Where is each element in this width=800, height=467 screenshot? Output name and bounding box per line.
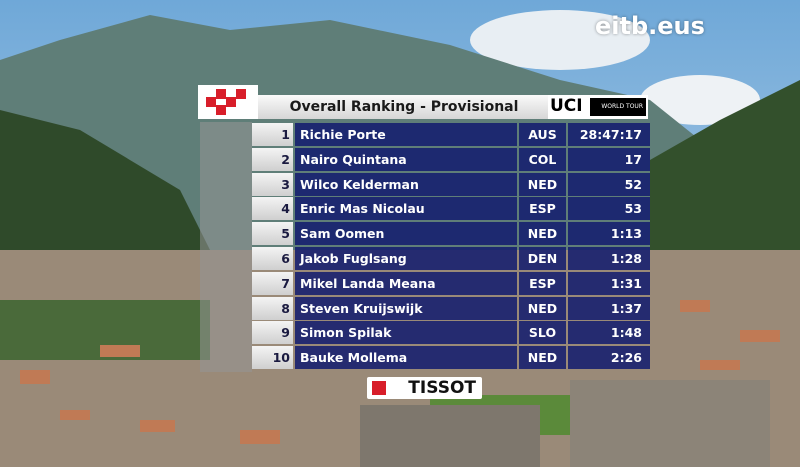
rank: 7 <box>252 271 293 295</box>
time-gap: 1:13 <box>568 222 650 246</box>
rank: 8 <box>252 296 293 320</box>
logo-icon <box>206 89 246 115</box>
country: NED <box>519 172 566 196</box>
rider-name: Sam Oomen <box>295 222 517 246</box>
sponsor-logo: TISSOT <box>367 377 482 399</box>
rider-name: Steven Kruijswijk <box>295 296 517 320</box>
country: NED <box>519 296 566 320</box>
country: COL <box>519 147 566 171</box>
rank: 5 <box>252 222 293 246</box>
rank: 1 <box>252 123 293 146</box>
broadcaster-logo: eitb.eus <box>595 12 705 40</box>
rank: 6 <box>252 247 293 270</box>
rank: 10 <box>252 346 293 370</box>
rider-name: Nairo Quintana <box>295 147 517 171</box>
rank: 4 <box>252 197 293 221</box>
country: NED <box>519 222 566 246</box>
rider-name: Wilco Kelderman <box>295 172 517 196</box>
hill <box>650 80 800 270</box>
rider-name: Simon Spilak <box>295 321 517 345</box>
header-title: Overall Ranking - Provisional <box>258 95 550 119</box>
time-gap: 1:48 <box>568 321 650 345</box>
roofs <box>20 300 780 444</box>
rider-name: Bauke Mollema <box>295 346 517 370</box>
sponsor-cross <box>372 381 386 395</box>
time-gap: 17 <box>568 147 650 171</box>
rider-name: Mikel Landa Meana <box>295 271 517 295</box>
castle <box>570 380 770 467</box>
hill <box>0 110 210 260</box>
time-gap: 1:31 <box>568 271 650 295</box>
country: ESP <box>519 271 566 295</box>
uci-text: UCI <box>550 96 583 116</box>
time-gap: 28:47:17 <box>568 123 650 146</box>
country: NED <box>519 346 566 370</box>
uci-logo: UCI WORLD TOUR <box>548 95 648 119</box>
rider-name: Enric Mas Nicolau <box>295 197 517 221</box>
side-shade <box>200 122 252 372</box>
castle-wall <box>360 405 540 467</box>
rank: 9 <box>252 321 293 345</box>
rider-name: Richie Porte <box>295 123 517 146</box>
rank: 3 <box>252 172 293 196</box>
time-gap: 1:37 <box>568 296 650 320</box>
time-gap: 52 <box>568 172 650 196</box>
country: ESP <box>519 197 566 221</box>
time-gap: 53 <box>568 197 650 221</box>
sponsor-text: TISSOT <box>408 378 476 398</box>
rank: 2 <box>252 147 293 171</box>
country: SLO <box>519 321 566 345</box>
time-gap: 2:26 <box>568 346 650 370</box>
country: AUS <box>519 123 566 146</box>
rider-name: Jakob Fuglsang <box>295 247 517 270</box>
country: DEN <box>519 247 566 270</box>
cloud <box>470 10 650 70</box>
world-tour: WORLD TOUR <box>590 98 646 116</box>
cloud <box>640 75 760 125</box>
logo-box <box>198 85 258 119</box>
time-gap: 1:28 <box>568 247 650 270</box>
